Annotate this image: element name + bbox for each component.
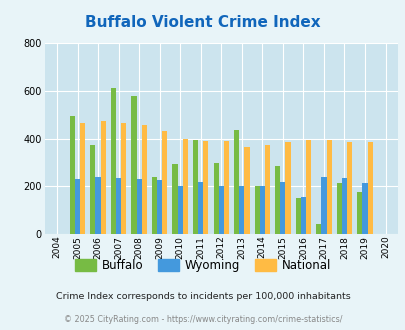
Bar [305, 140, 310, 234]
Bar [321, 177, 326, 234]
Bar [275, 166, 279, 234]
Text: Crime Index corresponds to incidents per 100,000 inhabitants: Crime Index corresponds to incidents per… [55, 292, 350, 301]
Bar [75, 179, 80, 234]
Bar [182, 139, 188, 234]
Bar [326, 140, 331, 234]
Bar [285, 142, 290, 234]
Bar [177, 186, 182, 234]
Bar [198, 182, 203, 234]
Bar [254, 186, 259, 234]
Bar [341, 178, 346, 234]
Bar [141, 125, 147, 234]
Bar [151, 177, 157, 234]
Bar [157, 181, 162, 234]
Bar [162, 131, 167, 234]
Bar [264, 145, 269, 234]
Bar [239, 186, 244, 234]
Bar [300, 197, 305, 234]
Bar [218, 186, 223, 234]
Bar [172, 164, 177, 234]
Bar [80, 123, 85, 234]
Bar [279, 182, 285, 234]
Bar [295, 198, 300, 234]
Bar [95, 177, 100, 234]
Bar [203, 141, 208, 234]
Bar [315, 223, 321, 234]
Bar [356, 192, 362, 234]
Bar [346, 142, 351, 234]
Bar [116, 178, 121, 234]
Bar [362, 183, 367, 234]
Text: © 2025 CityRating.com - https://www.cityrating.com/crime-statistics/: © 2025 CityRating.com - https://www.city… [64, 315, 341, 324]
Bar [121, 123, 126, 234]
Bar [367, 142, 372, 234]
Bar [70, 116, 75, 234]
Bar [259, 186, 264, 234]
Text: Buffalo Violent Crime Index: Buffalo Violent Crime Index [85, 15, 320, 30]
Legend: Buffalo, Wyoming, National: Buffalo, Wyoming, National [70, 254, 335, 277]
Bar [100, 121, 105, 234]
Bar [244, 147, 249, 234]
Bar [136, 179, 141, 234]
Bar [90, 145, 95, 234]
Bar [336, 183, 341, 234]
Bar [234, 130, 239, 234]
Bar [111, 88, 116, 234]
Bar [213, 163, 218, 234]
Bar [223, 141, 228, 234]
Bar [192, 140, 198, 234]
Bar [131, 96, 136, 234]
